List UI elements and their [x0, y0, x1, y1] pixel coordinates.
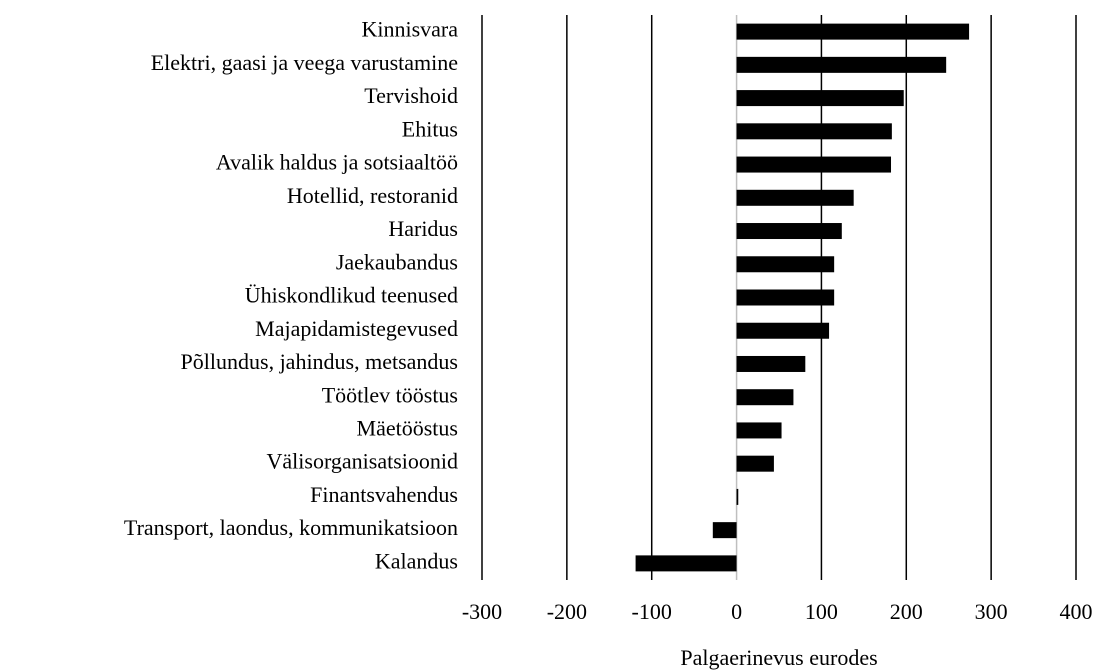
bar [635, 555, 737, 572]
x-tick-label: 400 [1060, 599, 1093, 624]
x-tick-label: -300 [462, 599, 502, 624]
x-tick-label: -100 [632, 599, 672, 624]
y-tick-label: Tervishoid [364, 83, 458, 108]
y-tick-label: Kalandus [375, 548, 458, 573]
y-tick-label: Ühiskondlikud teenused [245, 283, 458, 308]
bar [736, 322, 830, 339]
x-tick-label: 200 [890, 599, 923, 624]
bar [736, 488, 739, 505]
bar [736, 289, 835, 306]
y-tick-label: Töötlev tööstus [322, 382, 458, 407]
bar [736, 23, 970, 40]
bar [736, 422, 782, 439]
y-tick-label: Välisorganisatsioonid [267, 449, 458, 474]
y-tick-label: Kinnisvara [361, 17, 458, 42]
bar [736, 355, 806, 372]
y-tick-label: Majapidamistegevused [255, 316, 458, 341]
bar [736, 223, 842, 240]
y-tick-label: Jaekaubandus [336, 249, 458, 274]
bar [736, 455, 774, 472]
y-tick-label: Haridus [388, 216, 458, 241]
y-tick-label: Finantsvahendus [310, 482, 458, 507]
bar [736, 56, 947, 73]
bar [736, 189, 854, 206]
bar [736, 156, 892, 173]
y-tick-label: Transport, laondus, kommunikatsioon [124, 515, 458, 540]
x-tick-label: -200 [547, 599, 587, 624]
x-tick-label: 100 [805, 599, 838, 624]
y-tick-label: Avalik haldus ja sotsiaaltöö [216, 150, 458, 175]
bar [736, 123, 892, 140]
x-axis-title: Palgaerinevus eurodes [680, 645, 877, 670]
bar [712, 522, 737, 539]
y-tick-label: Hotellid, restoranid [287, 183, 458, 208]
bar [736, 389, 794, 406]
x-tick-label: 0 [731, 599, 742, 624]
y-tick-label: Põllundus, jahindus, metsandus [181, 349, 458, 374]
y-tick-label: Mäetööstus [357, 415, 458, 440]
y-tick-label: Elektri, gaasi ja veega varustamine [151, 50, 458, 75]
bar [736, 256, 835, 273]
bar [736, 90, 904, 107]
y-tick-label: Ehitus [402, 116, 458, 141]
x-tick-label: 300 [975, 599, 1008, 624]
